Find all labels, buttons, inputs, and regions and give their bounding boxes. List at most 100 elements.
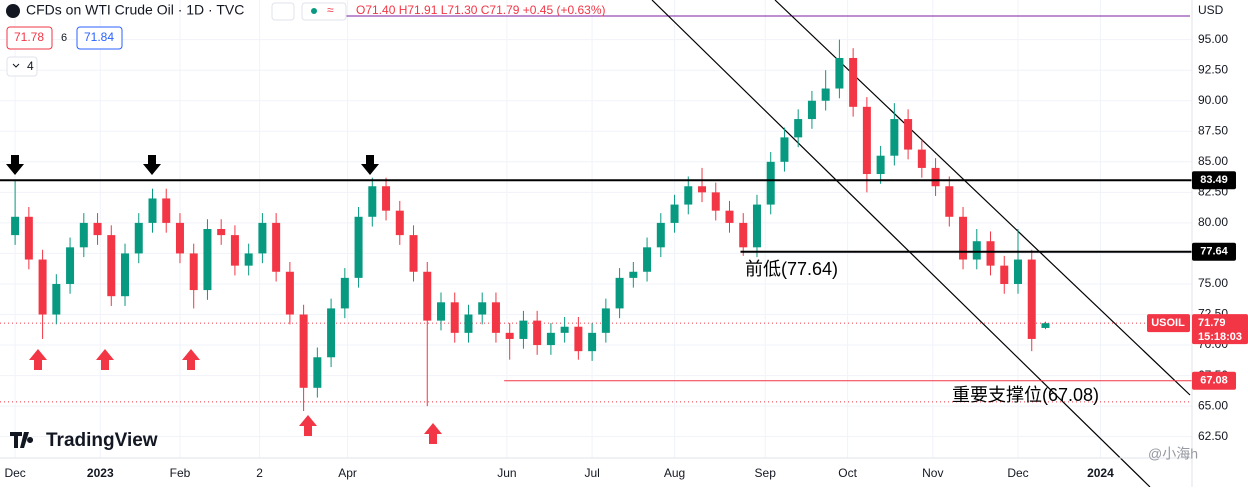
up-arrow	[424, 423, 442, 444]
candle-body	[11, 216, 20, 236]
candle-body	[835, 57, 844, 89]
level-badge	[1192, 242, 1236, 261]
last-price-label: 71.79	[1198, 317, 1226, 329]
channel-line	[651, 0, 1151, 488]
symbol-badge-label: USOIL	[1151, 317, 1185, 329]
candle-body	[1013, 259, 1022, 284]
brand-logo	[10, 432, 34, 448]
candle-body	[189, 253, 198, 291]
indicators-toggle[interactable]	[6, 56, 38, 77]
candle-body	[285, 271, 294, 315]
up-arrows	[29, 349, 442, 444]
x-tick-label: 2024	[1087, 466, 1114, 480]
watermark: @小海h	[1148, 446, 1198, 462]
candle-body	[217, 229, 226, 236]
x-tick-label: Jul	[584, 466, 599, 480]
candle-body	[931, 167, 940, 187]
currency[interactable]: USD	[1198, 3, 1224, 17]
y-tick-label: 92.50	[1198, 62, 1228, 76]
candle-body	[519, 320, 528, 339]
x-tick-label: 2023	[87, 466, 114, 480]
y-tick-label: 85.00	[1198, 154, 1228, 168]
candle-body	[423, 271, 432, 321]
candle-body	[711, 192, 720, 211]
candle-body	[79, 222, 88, 248]
candle-body	[272, 222, 281, 272]
y-tick-label: 62.50	[1198, 429, 1228, 443]
x-tick-label: Nov	[922, 466, 943, 480]
symbol-logo	[6, 4, 20, 18]
candle-body	[258, 222, 267, 254]
candle-body	[368, 186, 377, 217]
candle-body	[780, 137, 789, 162]
status-button[interactable]	[301, 2, 347, 21]
y-tick-label: 75.00	[1198, 276, 1228, 290]
candle-body	[66, 247, 75, 284]
candle-body	[684, 186, 693, 205]
candle-body	[945, 186, 954, 217]
y-tick-label: 80.00	[1198, 215, 1228, 229]
up-arrow	[29, 349, 47, 370]
candle-body	[560, 326, 569, 333]
level-label: 67.08	[1200, 375, 1228, 387]
chevron	[12, 63, 20, 68]
candle-body	[698, 186, 707, 193]
candle-body	[643, 247, 652, 272]
level-label: 77.64	[1200, 246, 1228, 258]
candle-body	[52, 283, 61, 315]
level-label: 83.49	[1200, 174, 1228, 186]
candle-body	[313, 357, 322, 388]
candle-body	[24, 216, 33, 260]
candle-body	[890, 119, 899, 156]
candle-body	[230, 235, 239, 266]
candle-body	[849, 57, 858, 107]
ask-box[interactable]	[76, 26, 123, 50]
candle-body	[986, 241, 995, 266]
x-tick-label: Sep	[755, 466, 777, 480]
candle-body	[739, 222, 748, 248]
candle-body	[505, 332, 514, 339]
down-arrows	[6, 155, 379, 175]
candle-body	[876, 155, 885, 175]
candle-body	[162, 198, 171, 223]
candle-body	[354, 216, 363, 278]
candle-body	[464, 314, 473, 333]
candle-body	[601, 308, 610, 333]
candle-body	[588, 332, 597, 352]
candle-body	[382, 186, 391, 211]
candle-body	[766, 161, 775, 205]
candle-body	[38, 259, 47, 315]
x-tick-label: Dec	[4, 466, 25, 480]
status-dot	[311, 8, 317, 14]
up-arrow	[182, 349, 200, 370]
candle-body	[862, 106, 871, 175]
candle-body	[821, 88, 830, 101]
symbol-title[interactable]: CFDs on WTI Crude Oil · 1D · TVC	[26, 2, 244, 18]
ask: 71.84	[84, 30, 114, 44]
x-tick-label: Apr	[338, 466, 357, 480]
up-arrow	[299, 415, 317, 436]
flag-button[interactable]	[271, 2, 295, 21]
candle-body	[656, 222, 665, 248]
candle-body	[904, 119, 913, 150]
candle-body	[959, 216, 968, 260]
level-badge	[1192, 171, 1236, 190]
candle-body	[725, 210, 734, 223]
bid-box[interactable]	[6, 26, 53, 50]
candle-body	[121, 253, 130, 297]
level-badge	[1192, 371, 1236, 390]
y-tick-label: 95.00	[1198, 32, 1228, 46]
candle-body	[670, 204, 679, 223]
candle-body	[327, 308, 336, 358]
y-tick-label: 65.00	[1198, 398, 1228, 412]
spread: 6	[61, 32, 67, 44]
x-tick-label: Jun	[497, 466, 516, 480]
annotation: 前低(77.64)	[745, 259, 838, 279]
y-tick-label: 90.00	[1198, 93, 1228, 107]
down-arrow	[6, 155, 24, 175]
candle-body	[395, 210, 404, 236]
countdown: 15:18:03	[1198, 331, 1242, 343]
channel-line	[774, 0, 1191, 396]
candle-body	[478, 302, 487, 315]
